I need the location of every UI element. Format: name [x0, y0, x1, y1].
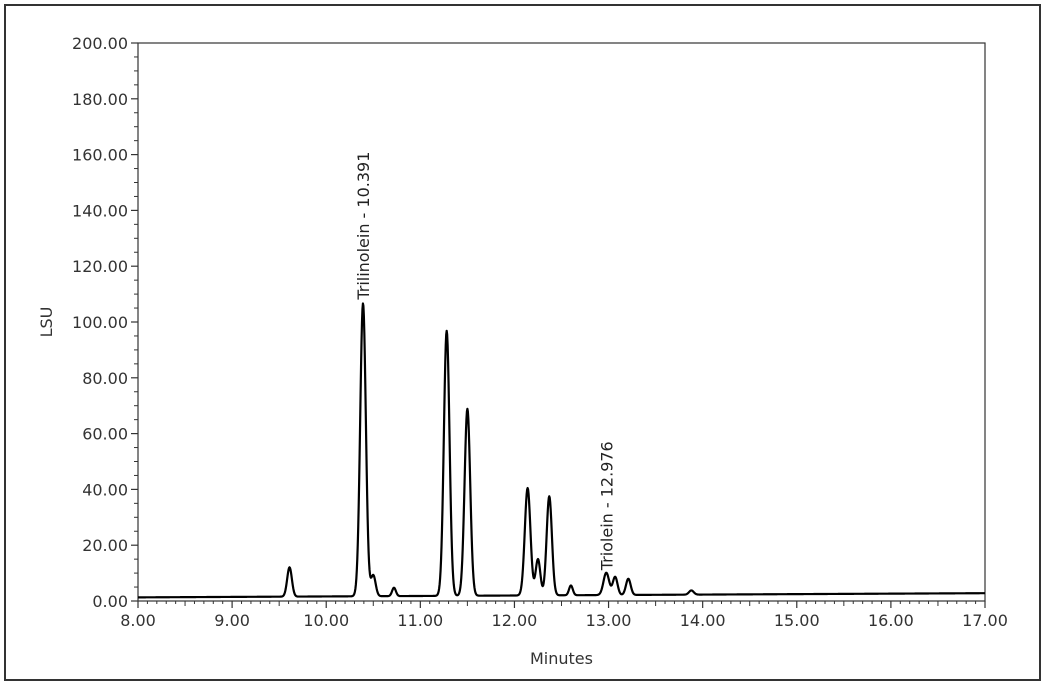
- x-tick-label: 9.00: [214, 611, 250, 630]
- peak-annotation: Triolein - 12.976: [597, 441, 616, 571]
- x-tick-label: 17.00: [962, 611, 1008, 630]
- plot-border: [137, 42, 986, 602]
- x-tick-label: 8.00: [120, 611, 156, 630]
- y-tick-label: 60.00: [82, 425, 128, 444]
- x-tick-label: 12.00: [492, 611, 538, 630]
- y-tick-label: 180.00: [72, 90, 128, 109]
- y-tick-label: 200.00: [72, 34, 128, 53]
- x-tick-label: 14.00: [680, 611, 726, 630]
- peak-annotation: Trilinolein - 10.391: [354, 152, 373, 301]
- y-tick-label: 120.00: [72, 257, 128, 276]
- y-tick-label: 160.00: [72, 146, 128, 165]
- y-tick-label: 140.00: [72, 201, 128, 220]
- series-line: [137, 302, 986, 599]
- y-tick-label: 20.00: [82, 536, 128, 555]
- y-tick-label: 80.00: [82, 369, 128, 388]
- y-tick-label: 100.00: [72, 313, 128, 332]
- x-tick-label: 10.00: [303, 611, 349, 630]
- x-tick-label: 15.00: [774, 611, 820, 630]
- x-tick-label: 13.00: [586, 611, 632, 630]
- y-tick-label: 40.00: [82, 480, 128, 499]
- y-axis-label: LSU: [37, 307, 56, 338]
- x-tick-label: 16.00: [868, 611, 914, 630]
- x-axis-label: Minutes: [530, 649, 593, 668]
- y-tick-label: 0.00: [92, 592, 128, 611]
- x-tick-label: 11.00: [397, 611, 443, 630]
